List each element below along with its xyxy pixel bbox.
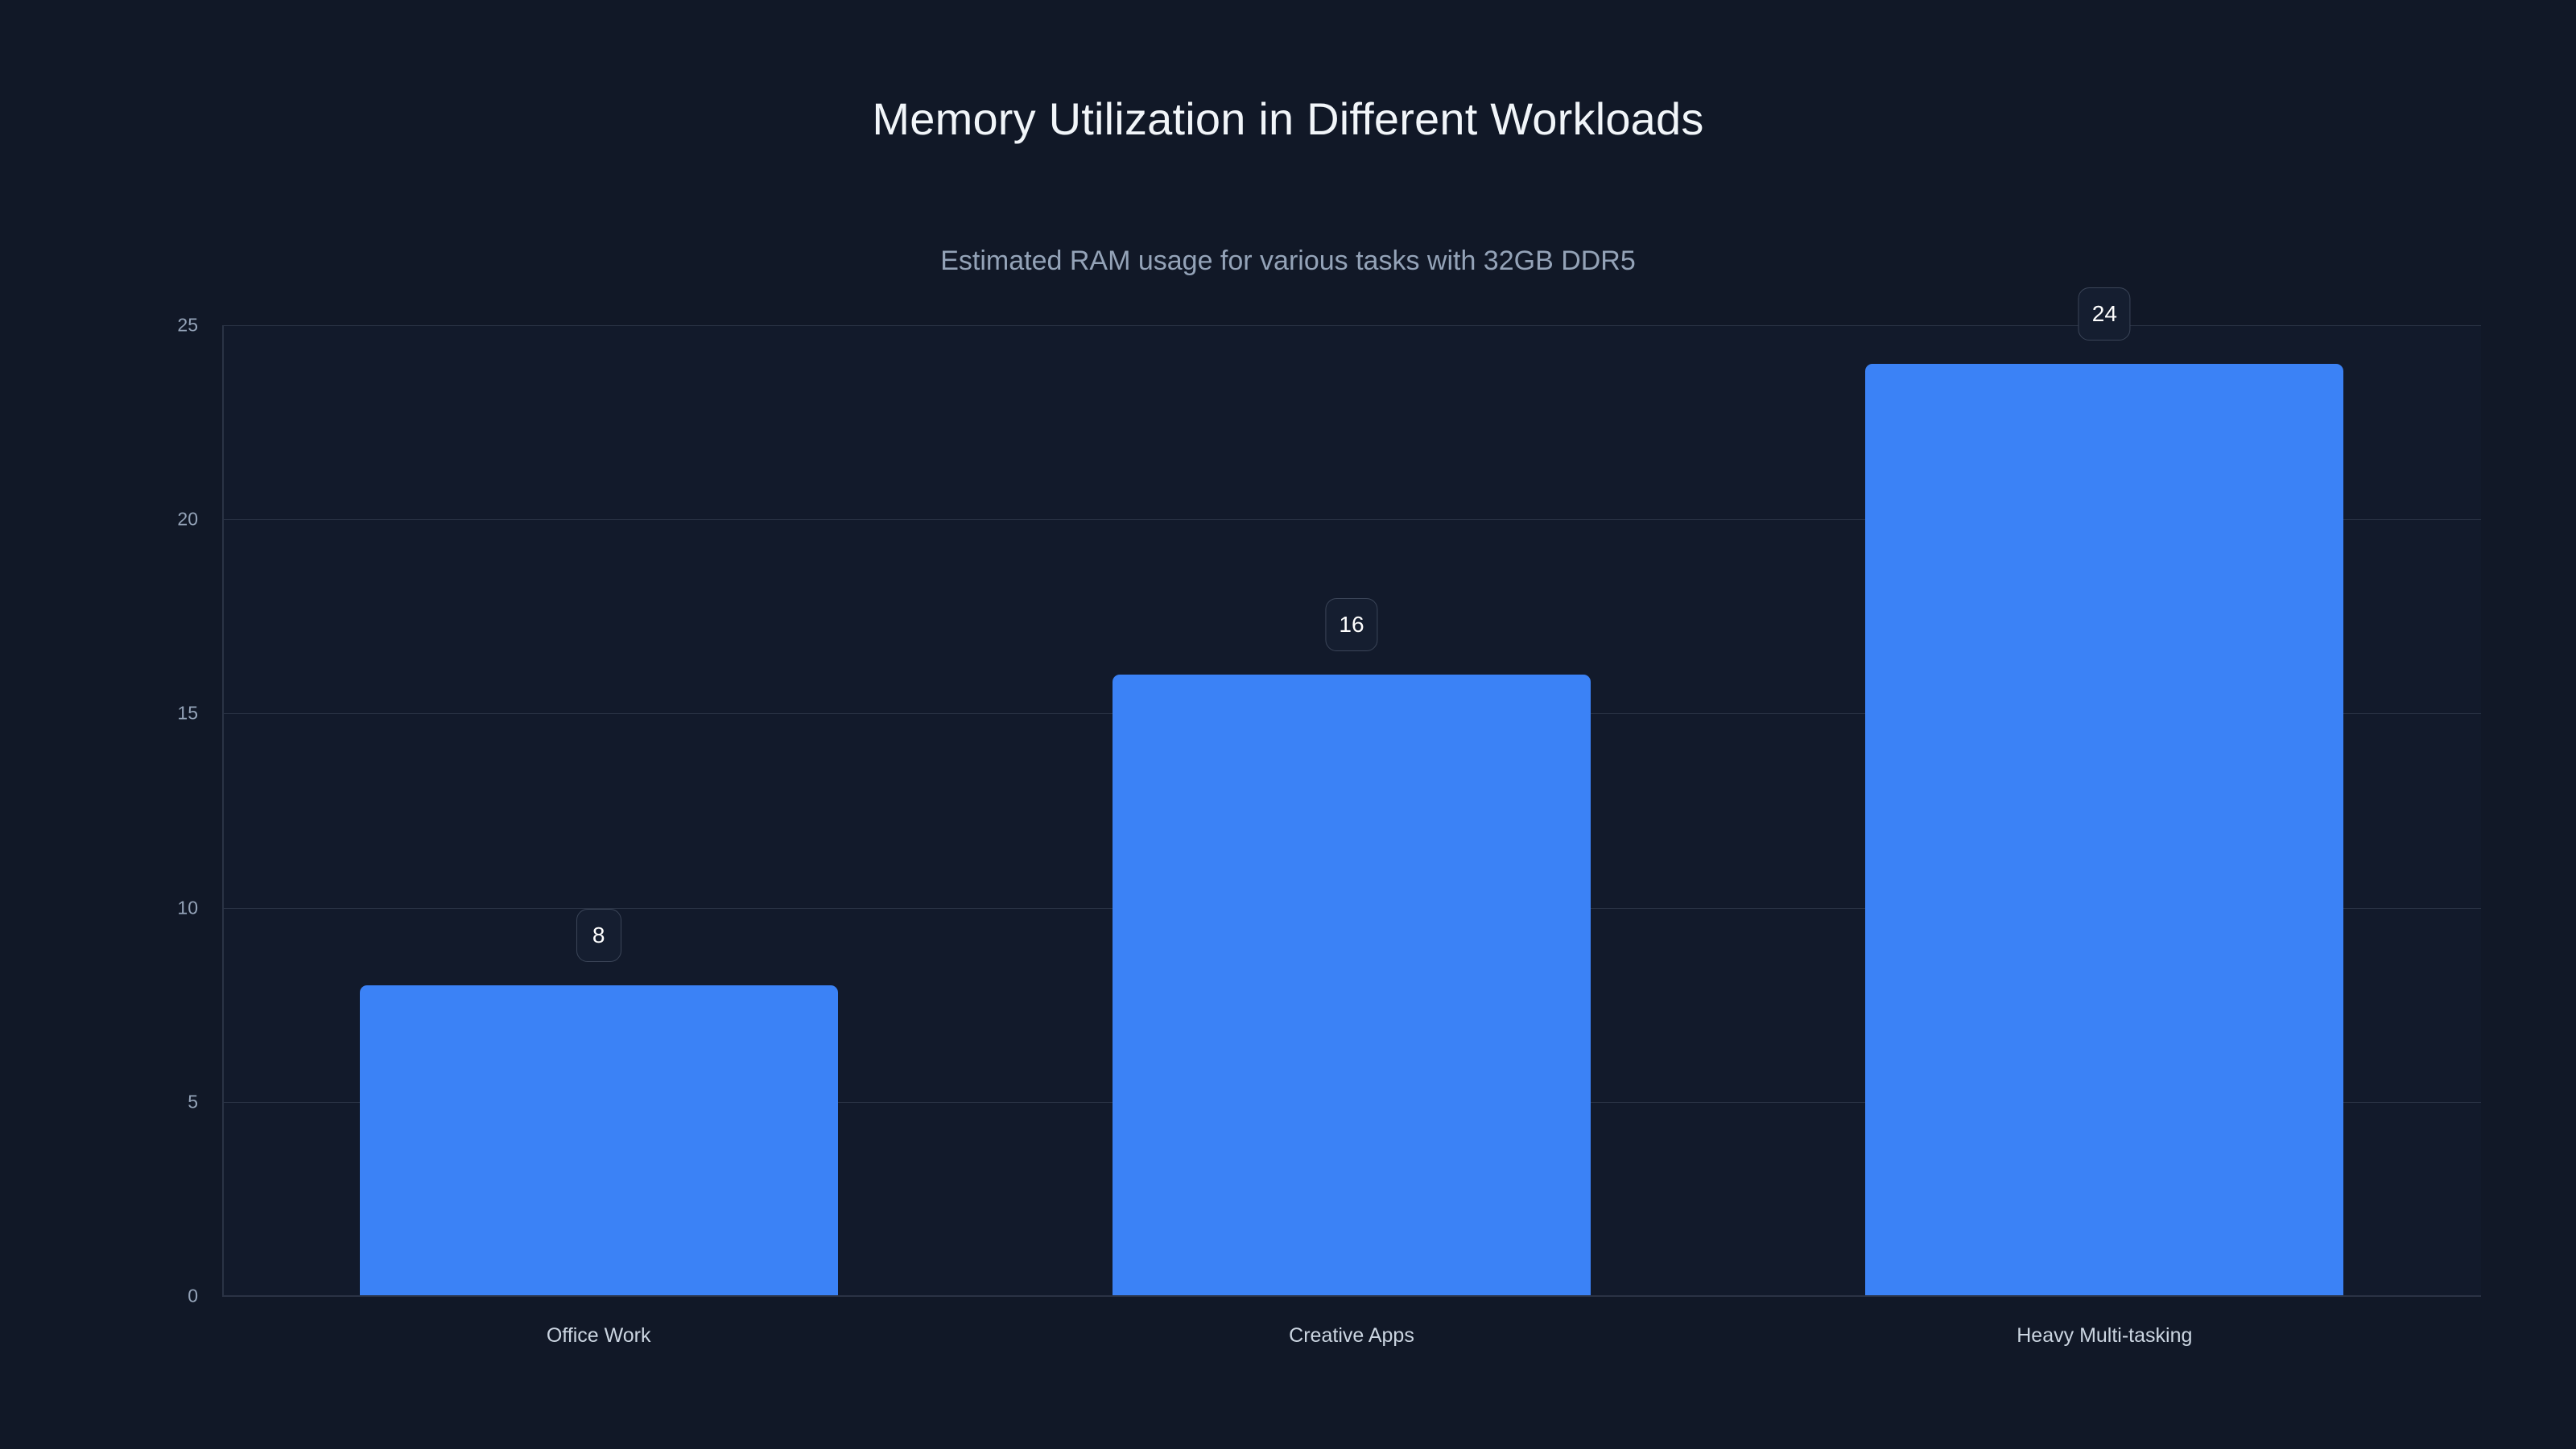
x-axis-tick-label: Office Work [546,1324,651,1347]
bar-value-label: 16 [1325,598,1378,652]
x-axis-tick-label: Heavy Multi-tasking [2017,1324,2193,1347]
y-axis-tick-label: 20 [177,508,198,530]
x-axis-tick-label: Creative Apps [1289,1324,1414,1347]
bar[interactable] [1113,675,1591,1296]
y-axis-tick-label: 0 [188,1285,198,1307]
bar-value-label: 24 [2078,287,2131,341]
y-axis-tick-label: 15 [177,702,198,724]
plot-area [222,325,2481,1296]
gridline [222,519,2481,521]
bar-value-label: 8 [576,909,621,963]
x-axis-line [222,1295,2481,1297]
bar[interactable] [1865,364,2344,1296]
y-axis-tick-label: 10 [177,897,198,919]
chart-title: Memory Utilization in Different Workload… [872,93,1704,144]
chart-subtitle: Estimated RAM usage for various tasks wi… [940,246,1636,276]
y-axis-tick-label: 5 [188,1091,198,1113]
gridline [222,325,2481,326]
y-axis-tick-label: 25 [177,314,198,336]
y-axis-line [222,325,224,1296]
bar[interactable] [359,985,838,1296]
